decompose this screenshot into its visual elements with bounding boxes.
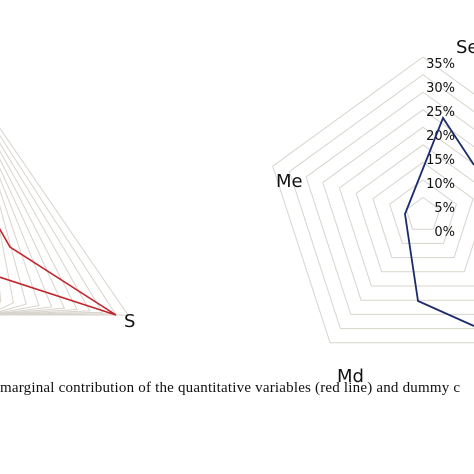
right-ring-7	[305, 91, 474, 315]
right-ring-3	[372, 161, 474, 259]
figure-caption: marginal contribution of the quantitativ…	[0, 380, 461, 396]
right-ring-1	[405, 196, 441, 230]
tick-label: 10%	[426, 177, 455, 192]
right-ring-6	[322, 109, 474, 301]
right-ring-9	[272, 56, 474, 344]
tick-label: 15%	[426, 153, 455, 168]
axis-label-me: Me	[276, 171, 303, 192]
right-ring-5	[338, 126, 474, 287]
left-ring-5	[0, 177, 53, 314]
left-ring-4	[0, 189, 40, 314]
left-ring-11	[0, 127, 129, 316]
left-ring-9	[0, 142, 104, 316]
tick-label: 35%	[426, 57, 455, 72]
right-ring-8	[288, 74, 474, 330]
tick-label: 5%	[434, 201, 455, 216]
left-ring-6	[0, 167, 66, 315]
right-series-line	[404, 116, 474, 327]
left-radar-chart: S	[0, 127, 135, 332]
axis-label-se: Se	[456, 37, 474, 58]
left-ring-10	[0, 134, 117, 316]
right-ring-4	[355, 144, 474, 273]
left-radar-rings	[0, 127, 129, 316]
tick-label: 25%	[426, 105, 455, 120]
left-ring-1	[0, 289, 2, 303]
left-ring-2	[0, 228, 15, 310]
left-series-line	[0, 227, 117, 316]
right-radar-rings	[272, 56, 474, 344]
right-tick-labels: 0%5%10%15%20%25%30%35%	[426, 57, 455, 240]
left-ring-8	[0, 150, 91, 316]
axis-label-md: Md	[337, 366, 364, 387]
tick-label: 0%	[434, 225, 455, 240]
left-axis-label-s: S	[124, 311, 135, 332]
tick-label: 30%	[426, 81, 455, 96]
right-radar-chart: 0%5%10%15%20%25%30%35% Se Md Me	[272, 37, 474, 387]
right-ring-2	[389, 179, 457, 244]
left-ring-7	[0, 158, 78, 315]
left-ring-3	[0, 204, 27, 313]
